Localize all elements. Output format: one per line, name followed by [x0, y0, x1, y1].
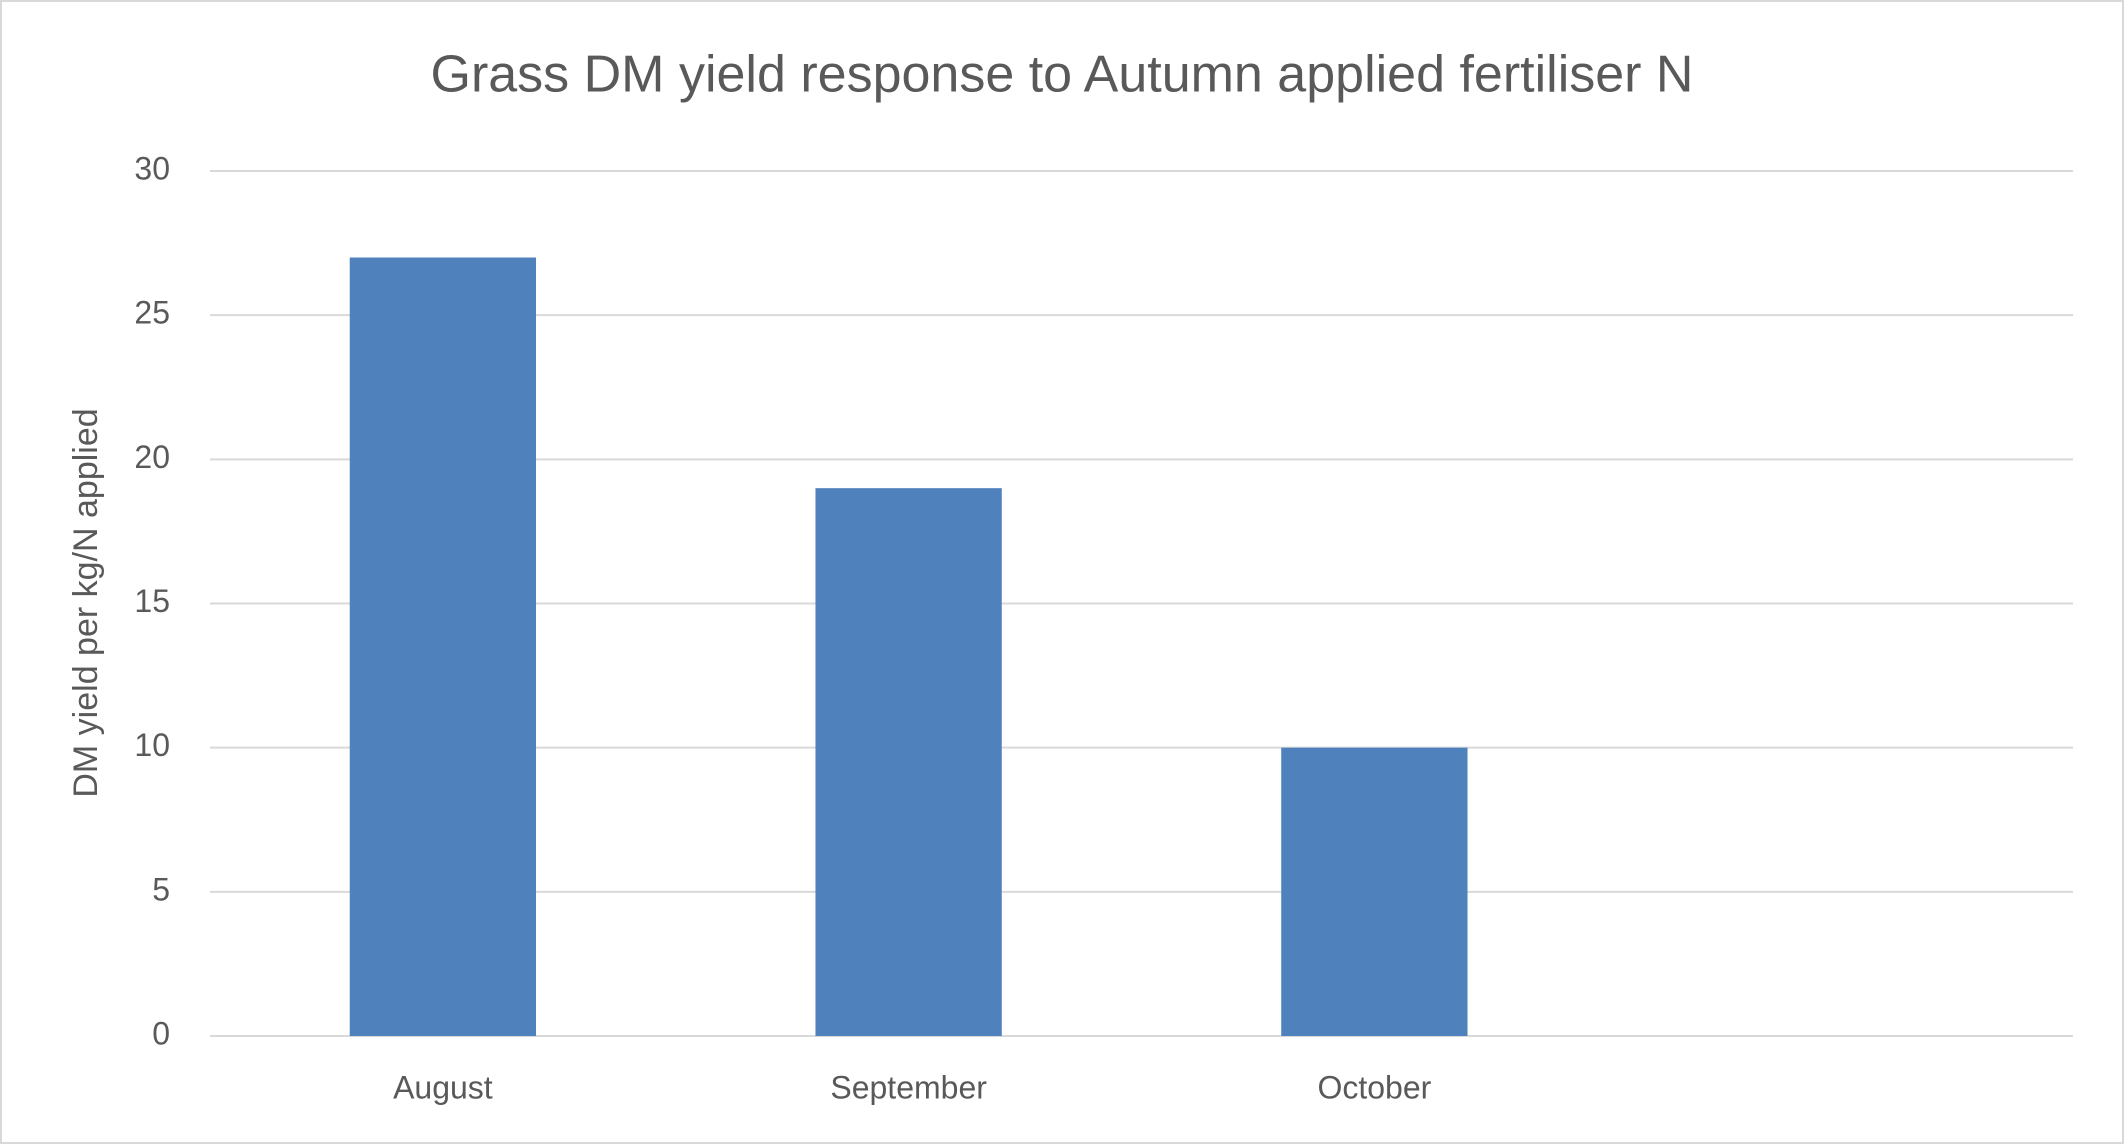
x-tick-label: October [1317, 1069, 1431, 1105]
x-tick-label: September [830, 1069, 987, 1105]
y-tick-label: 0 [152, 1015, 170, 1051]
x-tick-label: August [393, 1069, 493, 1105]
y-tick-label: 5 [152, 871, 170, 907]
y-tick-label: 15 [134, 583, 170, 619]
y-axis-label: DM yield per kg/N applied [67, 408, 105, 797]
y-tick-label: 25 [134, 295, 170, 331]
bar [1281, 747, 1468, 1036]
y-tick-label: 30 [134, 150, 170, 186]
y-tick-label: 10 [134, 727, 170, 763]
chart-title: Grass DM yield response to Autumn applie… [431, 46, 1694, 104]
bar [815, 488, 1002, 1037]
y-tick-label: 20 [134, 439, 170, 475]
bar [349, 257, 537, 1036]
